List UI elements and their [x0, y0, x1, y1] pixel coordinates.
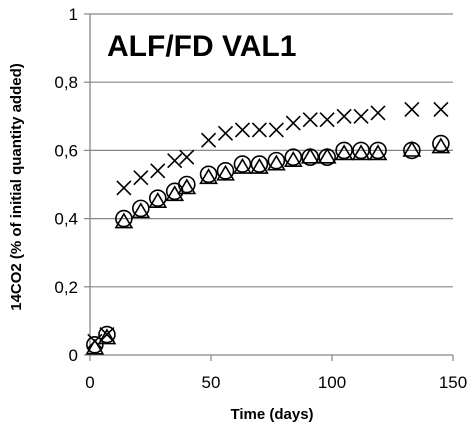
- triangle-marker: [351, 144, 371, 161]
- cross-marker: [404, 101, 420, 118]
- triangle-marker: [177, 178, 197, 195]
- y-tick-label: 0,6: [54, 141, 78, 160]
- cross-marker: [201, 132, 217, 148]
- circle-marker: [199, 165, 218, 184]
- circle-marker: [216, 162, 235, 180]
- gridlines: [90, 13, 453, 288]
- cross-marker: [217, 125, 234, 141]
- y-tick-label: 0,4: [54, 210, 78, 229]
- triangle-marker: [148, 191, 168, 208]
- tick-labels: 0 0,2 0,4 0,6 0,8 1 0 50 100 150: [54, 5, 467, 392]
- y-tick-label: 0,2: [54, 278, 78, 297]
- cross-marker: [116, 180, 132, 196]
- circle-marker: [132, 199, 150, 218]
- triangle-marker: [114, 212, 134, 229]
- triangle-marker: [85, 338, 105, 355]
- x-tick-label: 50: [202, 373, 221, 392]
- triangle-marker: [283, 151, 303, 168]
- x-tick-label: 0: [85, 373, 94, 392]
- circle-marker: [98, 325, 116, 344]
- circle-marker: [148, 189, 167, 207]
- circle-marker: [115, 209, 133, 228]
- circle-marker: [352, 141, 370, 160]
- cross-marker: [179, 149, 195, 165]
- cross-marker: [150, 163, 166, 179]
- cross-marker: [268, 122, 284, 138]
- triangle-marker: [266, 154, 286, 171]
- triangle-marker: [334, 144, 354, 161]
- cross-marker: [319, 112, 335, 128]
- x-axis-title: Time (days): [230, 406, 313, 423]
- circle-marker: [250, 155, 269, 173]
- x-tick-label: 100: [318, 373, 346, 392]
- triangle-marker: [368, 144, 388, 161]
- data-points: [85, 101, 451, 355]
- triangle-marker: [431, 137, 451, 154]
- circle-marker: [267, 151, 286, 170]
- triangle-marker: [199, 168, 218, 185]
- cross-marker: [234, 122, 251, 138]
- y-tick-label: 1: [69, 5, 78, 24]
- triangle-marker: [131, 202, 151, 219]
- cross-marker: [133, 170, 149, 186]
- y-tick-label: 0: [69, 346, 78, 365]
- circle-marker: [369, 141, 387, 160]
- cross-marker: [167, 153, 183, 169]
- cross-marker: [433, 101, 449, 118]
- x-tick-label: 150: [439, 373, 467, 392]
- triangle-marker: [317, 147, 337, 164]
- circle-marker: [432, 134, 450, 153]
- y-tick-label: 0,8: [54, 73, 78, 92]
- cross-marker: [302, 112, 318, 128]
- cross-marker: [353, 108, 369, 124]
- cross-marker: [251, 122, 267, 138]
- cross-marker: [285, 115, 301, 131]
- triangle-marker: [97, 328, 117, 345]
- cross-marker: [370, 105, 386, 121]
- circle-marker: [284, 148, 303, 167]
- triangle-marker: [402, 140, 422, 157]
- circle-marker: [233, 155, 252, 173]
- cross-marker: [336, 108, 352, 124]
- circle-marker: [178, 175, 196, 194]
- triangle-marker: [216, 164, 235, 181]
- chart-title: ALF/FD VAL1: [107, 30, 296, 63]
- triangle-marker: [233, 157, 252, 174]
- circle-marker: [86, 335, 104, 354]
- triangle-marker: [300, 147, 320, 164]
- axes: [89, 14, 453, 356]
- circle-marker: [335, 141, 353, 160]
- triangle-marker: [250, 157, 269, 174]
- y-axis-title: 14CO2 (% of initial quantity added): [8, 63, 25, 311]
